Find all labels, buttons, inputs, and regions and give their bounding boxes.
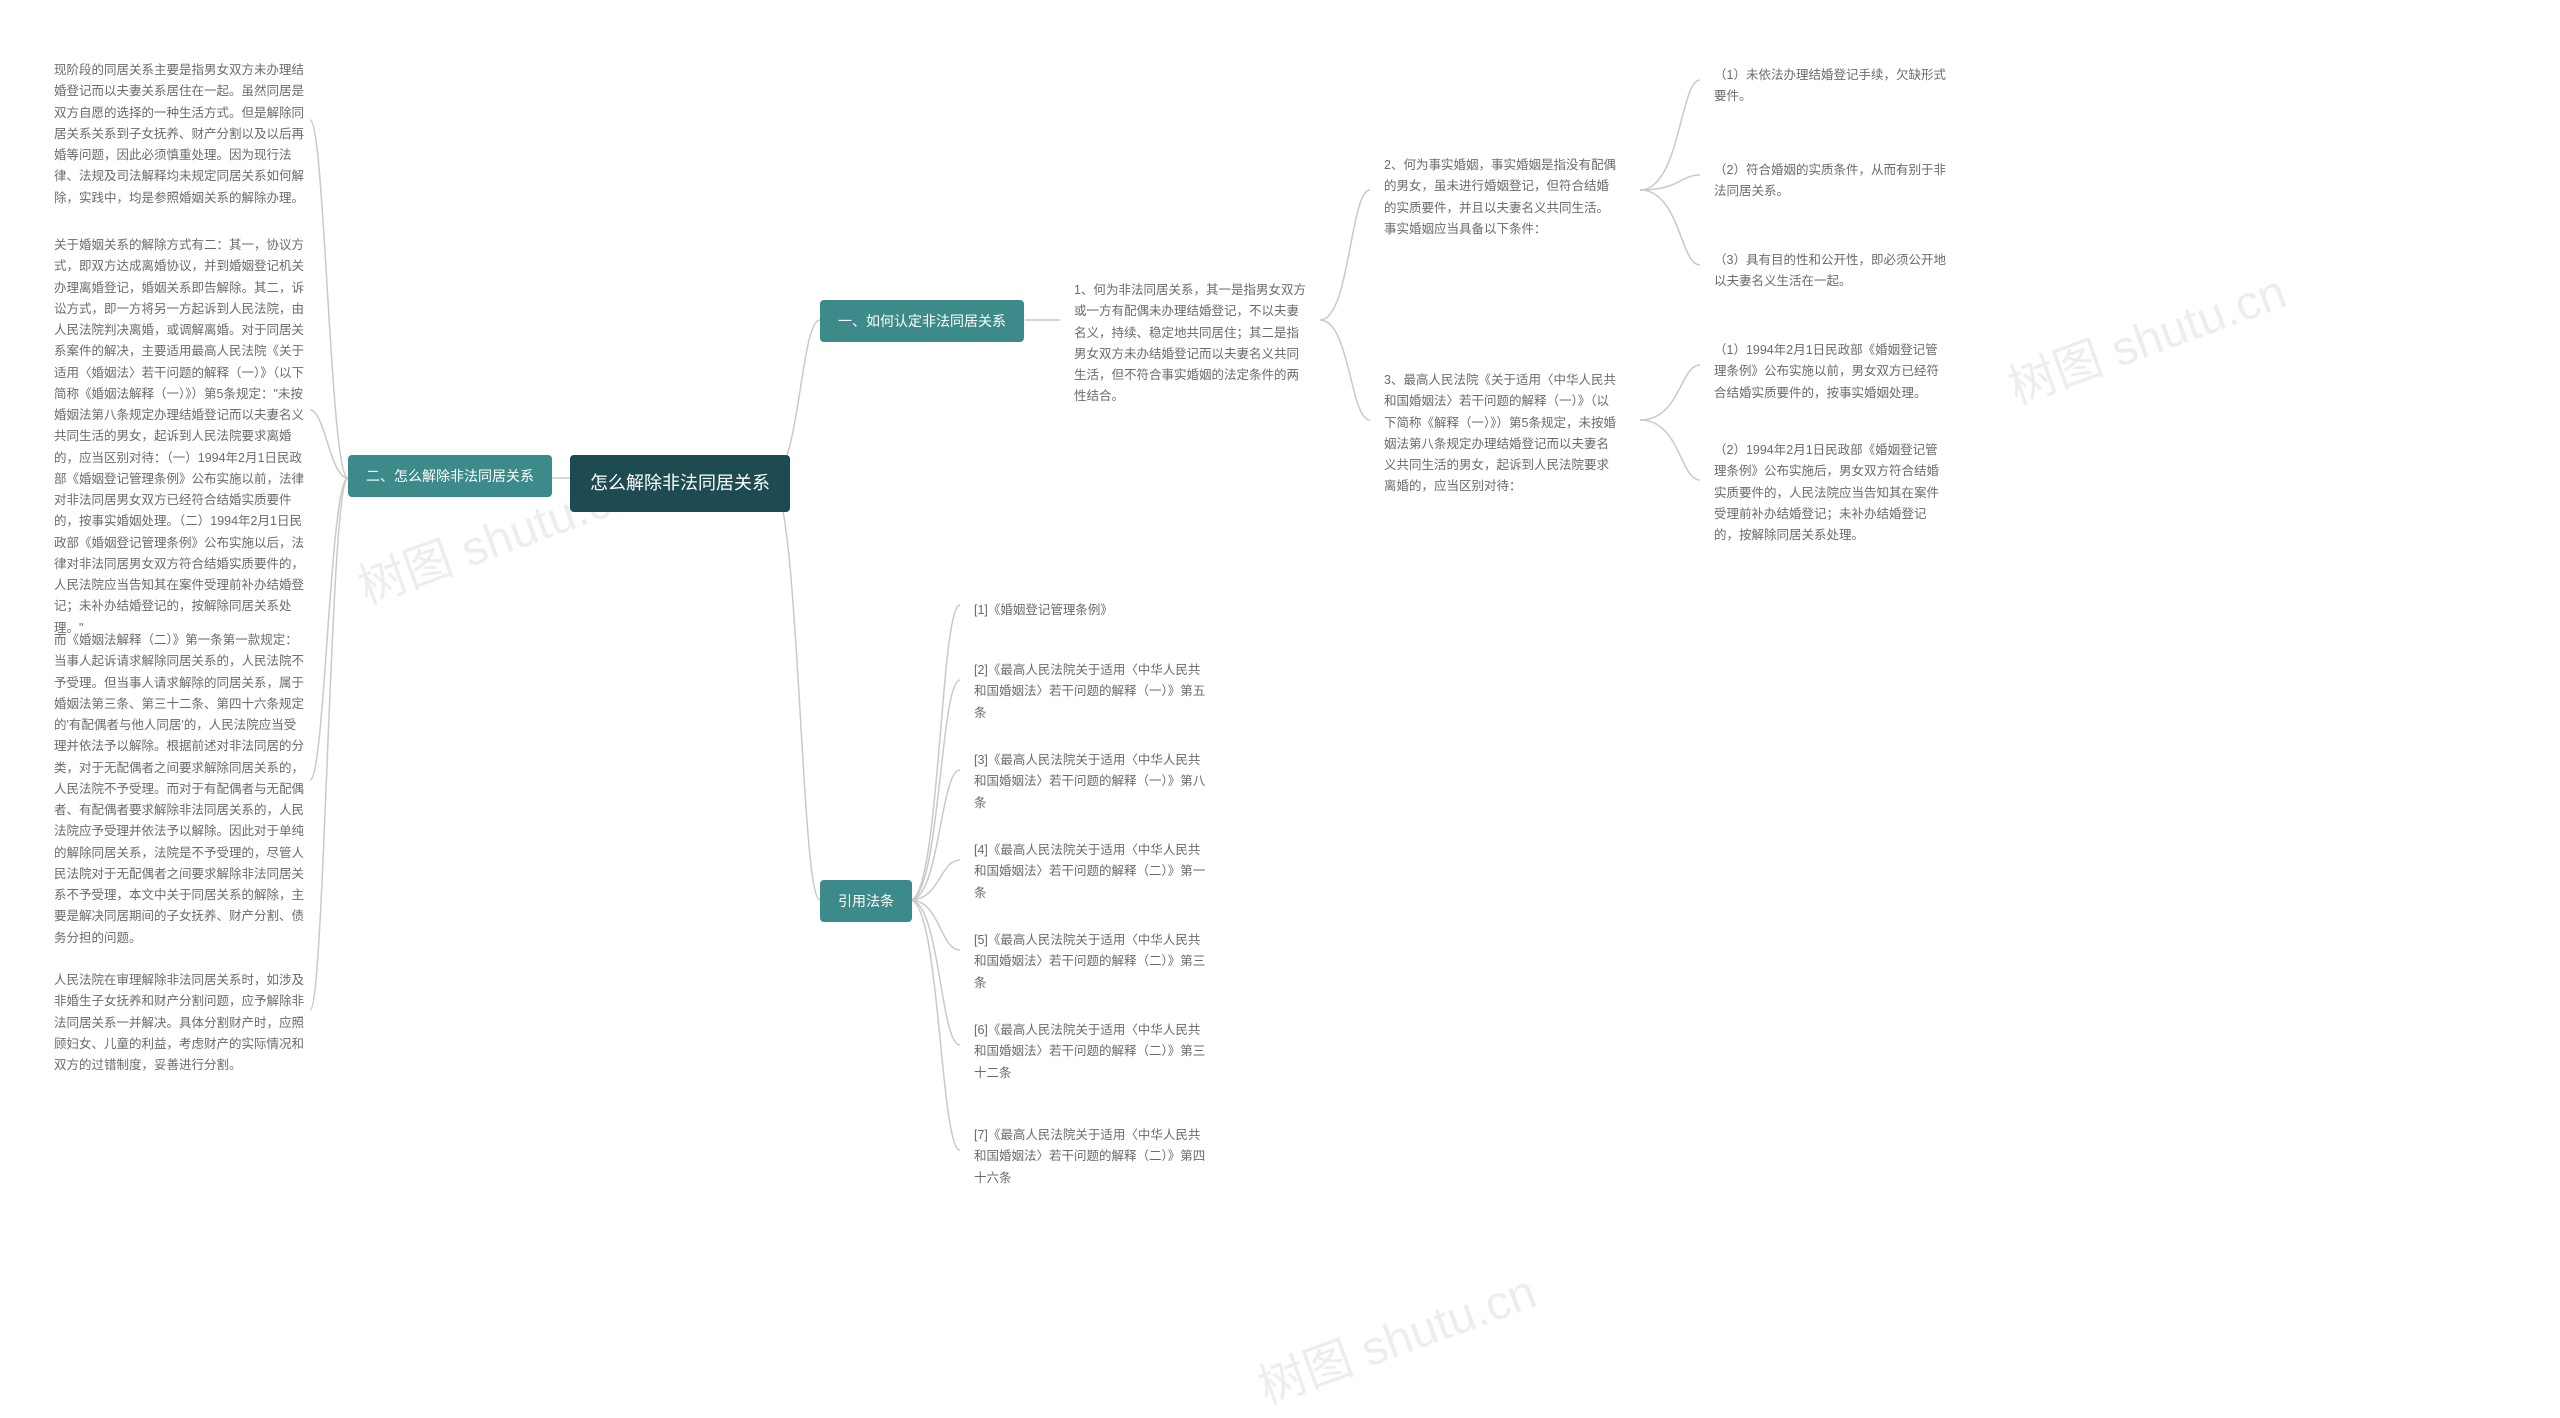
rt-child2: 2、何为事实婚姻，事实婚姻是指没有配偶的男女，虽未进行婚姻登记，但符合结婚的实质… <box>1370 145 1630 250</box>
ref-4: [4]《最高人民法院关于适用〈中华人民共和国婚姻法〉若干问题的解释（二）》第一条 <box>960 830 1220 914</box>
left-leaf-3: 而《婚姻法解释（二）》第一条第一款规定：当事人起诉请求解除同居关系的，人民法院不… <box>40 620 320 959</box>
rt-child2-sub2: （2）符合婚姻的实质条件，从而有别于非法同居关系。 <box>1700 150 1960 213</box>
watermark: 树图 shutu.cn <box>1997 252 2294 417</box>
left-leaf-1: 现阶段的同居关系主要是指男女双方未办理结婚登记而以夫妻关系居住在一起。虽然同居是… <box>40 50 320 219</box>
rt-child2-sub3: （3）具有目的性和公开性，即必须公开地以夫妻名义生活在一起。 <box>1700 240 1960 303</box>
branch-how-to-dissolve[interactable]: 二、怎么解除非法同居关系 <box>348 455 552 497</box>
connectors-layer <box>0 0 2560 1357</box>
watermark: 树图 shutu.cn <box>1247 1252 1544 1417</box>
rt-child3: 3、最高人民法院《关于适用〈中华人民共和国婚姻法〉若干问题的解释（一）》（以下简… <box>1370 360 1630 508</box>
ref-3: [3]《最高人民法院关于适用〈中华人民共和国婚姻法〉若干问题的解释（一）》第八条 <box>960 740 1220 824</box>
ref-2: [2]《最高人民法院关于适用〈中华人民共和国婚姻法〉若干问题的解释（一）》第五条 <box>960 650 1220 734</box>
rt-child2-sub1: （1）未依法办理结婚登记手续，欠缺形式要件。 <box>1700 55 1960 118</box>
rt-child1: 1、何为非法同居关系，其一是指男女双方或一方有配偶未办理结婚登记，不以夫妻名义，… <box>1060 270 1320 418</box>
ref-1: [1]《婚姻登记管理条例》 <box>960 590 1127 631</box>
rt-child3-sub1: （1）1994年2月1日民政部《婚姻登记管理条例》公布实施以前，男女双方已经符合… <box>1700 330 1960 414</box>
ref-7: [7]《最高人民法院关于适用〈中华人民共和国婚姻法〉若干问题的解释（二）》第四十… <box>960 1115 1220 1199</box>
branch-references[interactable]: 引用法条 <box>820 880 912 922</box>
root-node[interactable]: 怎么解除非法同居关系 <box>570 455 790 512</box>
left-leaf-2: 关于婚姻关系的解除方式有二：其一，协议方式，即双方达成离婚协议，并到婚姻登记机关… <box>40 225 320 649</box>
left-leaf-4: 人民法院在审理解除非法同居关系时，如涉及非婚生子女抚养和财产分割问题，应予解除非… <box>40 960 320 1086</box>
ref-5: [5]《最高人民法院关于适用〈中华人民共和国婚姻法〉若干问题的解释（二）》第三条 <box>960 920 1220 1004</box>
rt-child3-sub2: （2）1994年2月1日民政部《婚姻登记管理条例》公布实施后，男女双方符合结婚实… <box>1700 430 1960 556</box>
branch-how-to-identify[interactable]: 一、如何认定非法同居关系 <box>820 300 1024 342</box>
ref-6: [6]《最高人民法院关于适用〈中华人民共和国婚姻法〉若干问题的解释（二）》第三十… <box>960 1010 1220 1094</box>
